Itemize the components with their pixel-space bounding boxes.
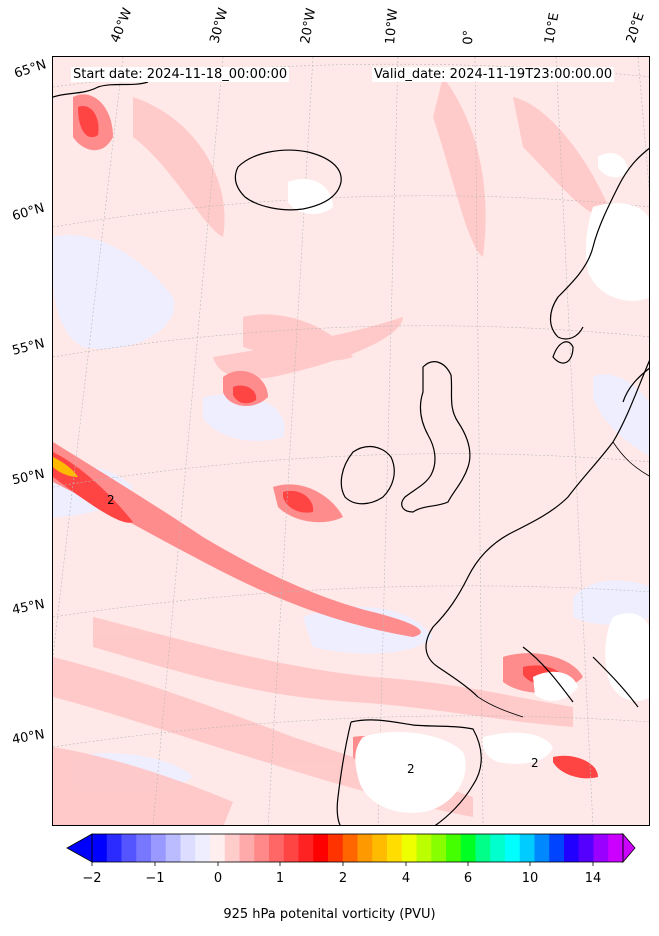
colorbar-label: 925 hPa potenital vorticity (PVU) bbox=[223, 907, 436, 922]
colorbar-swatch bbox=[165, 834, 181, 862]
colorbar-swatch bbox=[224, 834, 240, 862]
colorbar-swatch bbox=[431, 834, 447, 862]
colorbar-swatch bbox=[549, 834, 565, 862]
cb-tick-4: 4 bbox=[401, 871, 411, 886]
cb-tick-1: 1 bbox=[275, 871, 285, 886]
colorbar-swatch bbox=[475, 834, 491, 862]
peak-pv bbox=[53, 457, 78, 477]
colorbar-swatch bbox=[505, 834, 521, 862]
colorbar-swatch bbox=[180, 834, 196, 862]
colorbar-swatch bbox=[283, 834, 299, 862]
colorbar-swatch bbox=[416, 834, 432, 862]
colorbar-swatch bbox=[401, 834, 417, 862]
cb-tick-neg2: −2 bbox=[82, 871, 102, 886]
colorbar-swatch bbox=[593, 834, 609, 862]
colorbar-swatch bbox=[387, 834, 403, 862]
masked-terrain bbox=[288, 152, 649, 813]
colorbar-under-arrow bbox=[66, 833, 93, 863]
colorbar-swatch bbox=[254, 834, 270, 862]
contour-label-3: 2 bbox=[107, 493, 115, 507]
cb-tick-6: 6 bbox=[463, 871, 473, 886]
colorbar bbox=[66, 832, 636, 866]
colorbar-swatch bbox=[357, 834, 373, 862]
colorbar-swatch bbox=[578, 834, 594, 862]
colorbar-swatch bbox=[372, 834, 388, 862]
colorbar-swatch bbox=[269, 834, 285, 862]
colorbar-swatch bbox=[313, 834, 329, 862]
valid-date-label: Valid_date: 2024-11-19T23:00:00.00 bbox=[372, 67, 615, 82]
colorbar-swatch bbox=[490, 834, 506, 862]
cb-tick-10: 10 bbox=[521, 871, 539, 886]
cb-tick-2: 2 bbox=[338, 871, 348, 886]
start-date-label: Start date: 2024-11-18_00:00:00 bbox=[71, 67, 290, 82]
colorbar-swatch bbox=[534, 834, 550, 862]
colorbar-swatch bbox=[446, 834, 462, 862]
colorbar-swatch bbox=[519, 834, 535, 862]
map-panel: 2 2 2 bbox=[52, 56, 650, 826]
colorbar-swatch bbox=[210, 834, 226, 862]
contour-label-2: 2 bbox=[531, 756, 539, 770]
colorbar-swatch bbox=[298, 834, 314, 862]
colorbar-swatch bbox=[239, 834, 255, 862]
pv-field-map: 2 2 2 bbox=[53, 57, 649, 825]
colorbar-border bbox=[91, 833, 624, 863]
colorbar-swatch bbox=[121, 834, 137, 862]
colorbar-swatch bbox=[136, 834, 152, 862]
colorbar-swatch bbox=[151, 834, 167, 862]
borders bbox=[477, 441, 649, 718]
cb-tick-0: 0 bbox=[213, 871, 223, 886]
colorbar-swatch bbox=[328, 834, 344, 862]
colorbar-swatch bbox=[564, 834, 580, 862]
cb-tick-neg1: −1 bbox=[145, 871, 165, 886]
colorbar-swatch bbox=[460, 834, 476, 862]
colorbar-swatch bbox=[195, 834, 211, 862]
colorbar-swatch bbox=[92, 834, 108, 862]
colorbar-over-arrow bbox=[622, 832, 636, 864]
colorbar-swatch bbox=[608, 834, 624, 862]
cb-tick-14: 14 bbox=[584, 871, 602, 886]
moderate-pv-streaks bbox=[53, 77, 613, 825]
contour-label-1: 2 bbox=[407, 762, 415, 776]
graticule bbox=[53, 57, 649, 825]
colorbar-swatch bbox=[342, 834, 358, 862]
colorbar-swatch bbox=[106, 834, 122, 862]
